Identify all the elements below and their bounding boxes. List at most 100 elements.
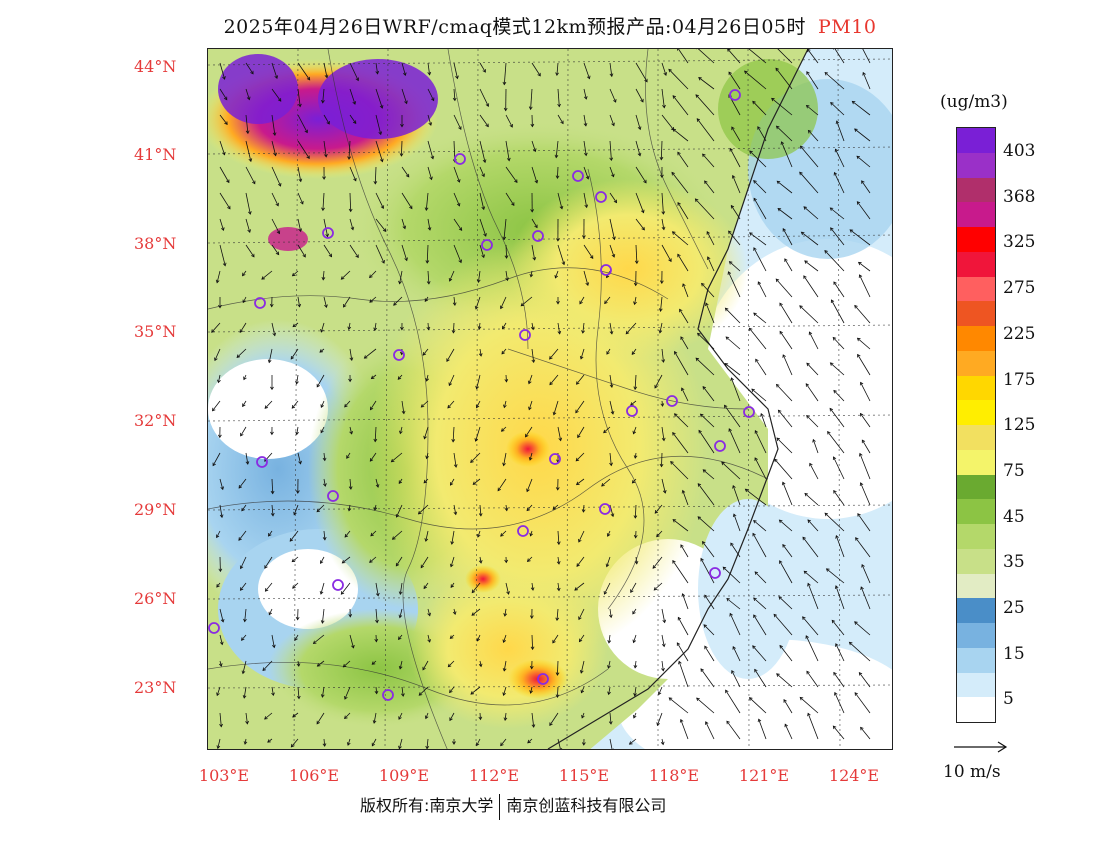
wind-vector bbox=[297, 244, 306, 258]
wind-vector-head bbox=[575, 409, 579, 414]
wind-vector-head bbox=[632, 430, 637, 435]
wind-vector bbox=[835, 149, 845, 168]
wind-vector-head bbox=[782, 354, 786, 358]
wind-vector-head bbox=[397, 376, 402, 380]
wind-vector-head bbox=[633, 515, 638, 519]
wind-vector-head bbox=[807, 129, 812, 134]
wind-vector-head bbox=[321, 99, 325, 104]
wind-vector-head bbox=[448, 277, 453, 282]
wind-vector-head bbox=[782, 543, 786, 548]
wind-vector bbox=[245, 140, 252, 162]
wind-vector bbox=[695, 198, 715, 220]
wind-vector bbox=[553, 400, 559, 415]
wind-vector-head bbox=[423, 585, 427, 590]
wind-vector-head bbox=[452, 302, 457, 306]
wind-vector-head bbox=[529, 690, 533, 694]
wind-vector bbox=[609, 504, 614, 517]
wind-vector-head bbox=[320, 429, 324, 434]
colorbar-swatch bbox=[957, 573, 995, 599]
wind-vector-head bbox=[805, 635, 809, 639]
wind-vector-head bbox=[534, 224, 538, 229]
wind-vector bbox=[557, 244, 565, 265]
wind-vector bbox=[427, 166, 432, 180]
wind-vector-head bbox=[862, 71, 866, 76]
wind-vector bbox=[857, 337, 871, 350]
wind-vector-head bbox=[482, 159, 487, 164]
wind-vector-head bbox=[748, 327, 753, 332]
wind-vector-head bbox=[807, 49, 811, 53]
wind-vector bbox=[661, 426, 665, 441]
wind-vector bbox=[418, 504, 429, 515]
wind-vector-head bbox=[575, 481, 580, 486]
wind-vector bbox=[323, 296, 327, 308]
wind-vector-head bbox=[222, 76, 226, 80]
wind-vector bbox=[608, 660, 611, 669]
wind-vector-head bbox=[344, 533, 349, 538]
wind-vector bbox=[398, 478, 403, 484]
wind-vector-head bbox=[500, 742, 504, 747]
wind-vector bbox=[834, 692, 845, 714]
wind-vector bbox=[219, 244, 226, 266]
wind-vector-head bbox=[554, 274, 559, 279]
wind-vector bbox=[526, 478, 533, 492]
wind-vector bbox=[297, 686, 300, 699]
wind-vector-head bbox=[398, 591, 403, 595]
wind-vector bbox=[824, 72, 845, 90]
wind-vector bbox=[453, 114, 462, 130]
wind-vector-head bbox=[447, 404, 451, 409]
wind-vector bbox=[219, 166, 230, 183]
wind-vector bbox=[779, 331, 793, 350]
wind-vector-head bbox=[526, 507, 531, 512]
wind-vector bbox=[775, 278, 793, 298]
wind-vector bbox=[583, 244, 594, 259]
wind-vector bbox=[799, 305, 819, 324]
wind-vector bbox=[577, 426, 585, 438]
wind-vector bbox=[776, 180, 793, 194]
wind-vector bbox=[271, 166, 281, 187]
wind-vector bbox=[697, 516, 715, 532]
wind-vector-head bbox=[608, 721, 613, 725]
wind-vector bbox=[858, 261, 871, 272]
wind-vector bbox=[632, 478, 637, 484]
wind-vector-head bbox=[779, 302, 783, 307]
wind-vector-head bbox=[662, 619, 667, 624]
wind-vector-head bbox=[218, 663, 223, 667]
wind-vector-head bbox=[858, 671, 863, 676]
wind-vector-head bbox=[242, 299, 247, 304]
wind-vector bbox=[806, 671, 819, 688]
wind-vector-head bbox=[500, 533, 504, 537]
wind-vector bbox=[418, 686, 429, 696]
wind-vector bbox=[375, 608, 378, 623]
wind-vector-head bbox=[320, 560, 324, 564]
wind-vector bbox=[695, 357, 715, 376]
wind-vector bbox=[557, 660, 559, 676]
wind-vector-head bbox=[355, 254, 359, 259]
colorbar-swatch bbox=[957, 524, 995, 549]
pm10-map[interactable] bbox=[207, 48, 893, 750]
wind-vector bbox=[349, 478, 352, 490]
wind-vector-head bbox=[556, 587, 561, 592]
wind-vector bbox=[661, 88, 665, 108]
wind-vector bbox=[344, 400, 351, 408]
wind-vector bbox=[348, 140, 351, 160]
wind-vector-head bbox=[609, 462, 613, 467]
wind-vector-head bbox=[420, 564, 425, 569]
wind-vector bbox=[349, 244, 359, 258]
wind-vector bbox=[369, 452, 377, 462]
wind-vector bbox=[724, 363, 741, 376]
wind-vector bbox=[242, 400, 247, 407]
wind-vector bbox=[297, 140, 310, 159]
wind-vector bbox=[654, 374, 663, 389]
wind-vector bbox=[754, 457, 767, 480]
wind-vector bbox=[705, 721, 715, 740]
wind-vector bbox=[677, 202, 689, 220]
wind-vector-head bbox=[426, 326, 431, 331]
wind-vector bbox=[809, 463, 819, 480]
wind-vector-head bbox=[806, 362, 810, 367]
wind-vector-head bbox=[427, 227, 432, 231]
wind-vector-head bbox=[402, 225, 407, 230]
colorbar-label: 15 bbox=[1003, 643, 1025, 664]
wind-vector-head bbox=[827, 430, 831, 435]
wind-vector-head bbox=[728, 71, 732, 76]
wind-vector bbox=[631, 348, 637, 355]
